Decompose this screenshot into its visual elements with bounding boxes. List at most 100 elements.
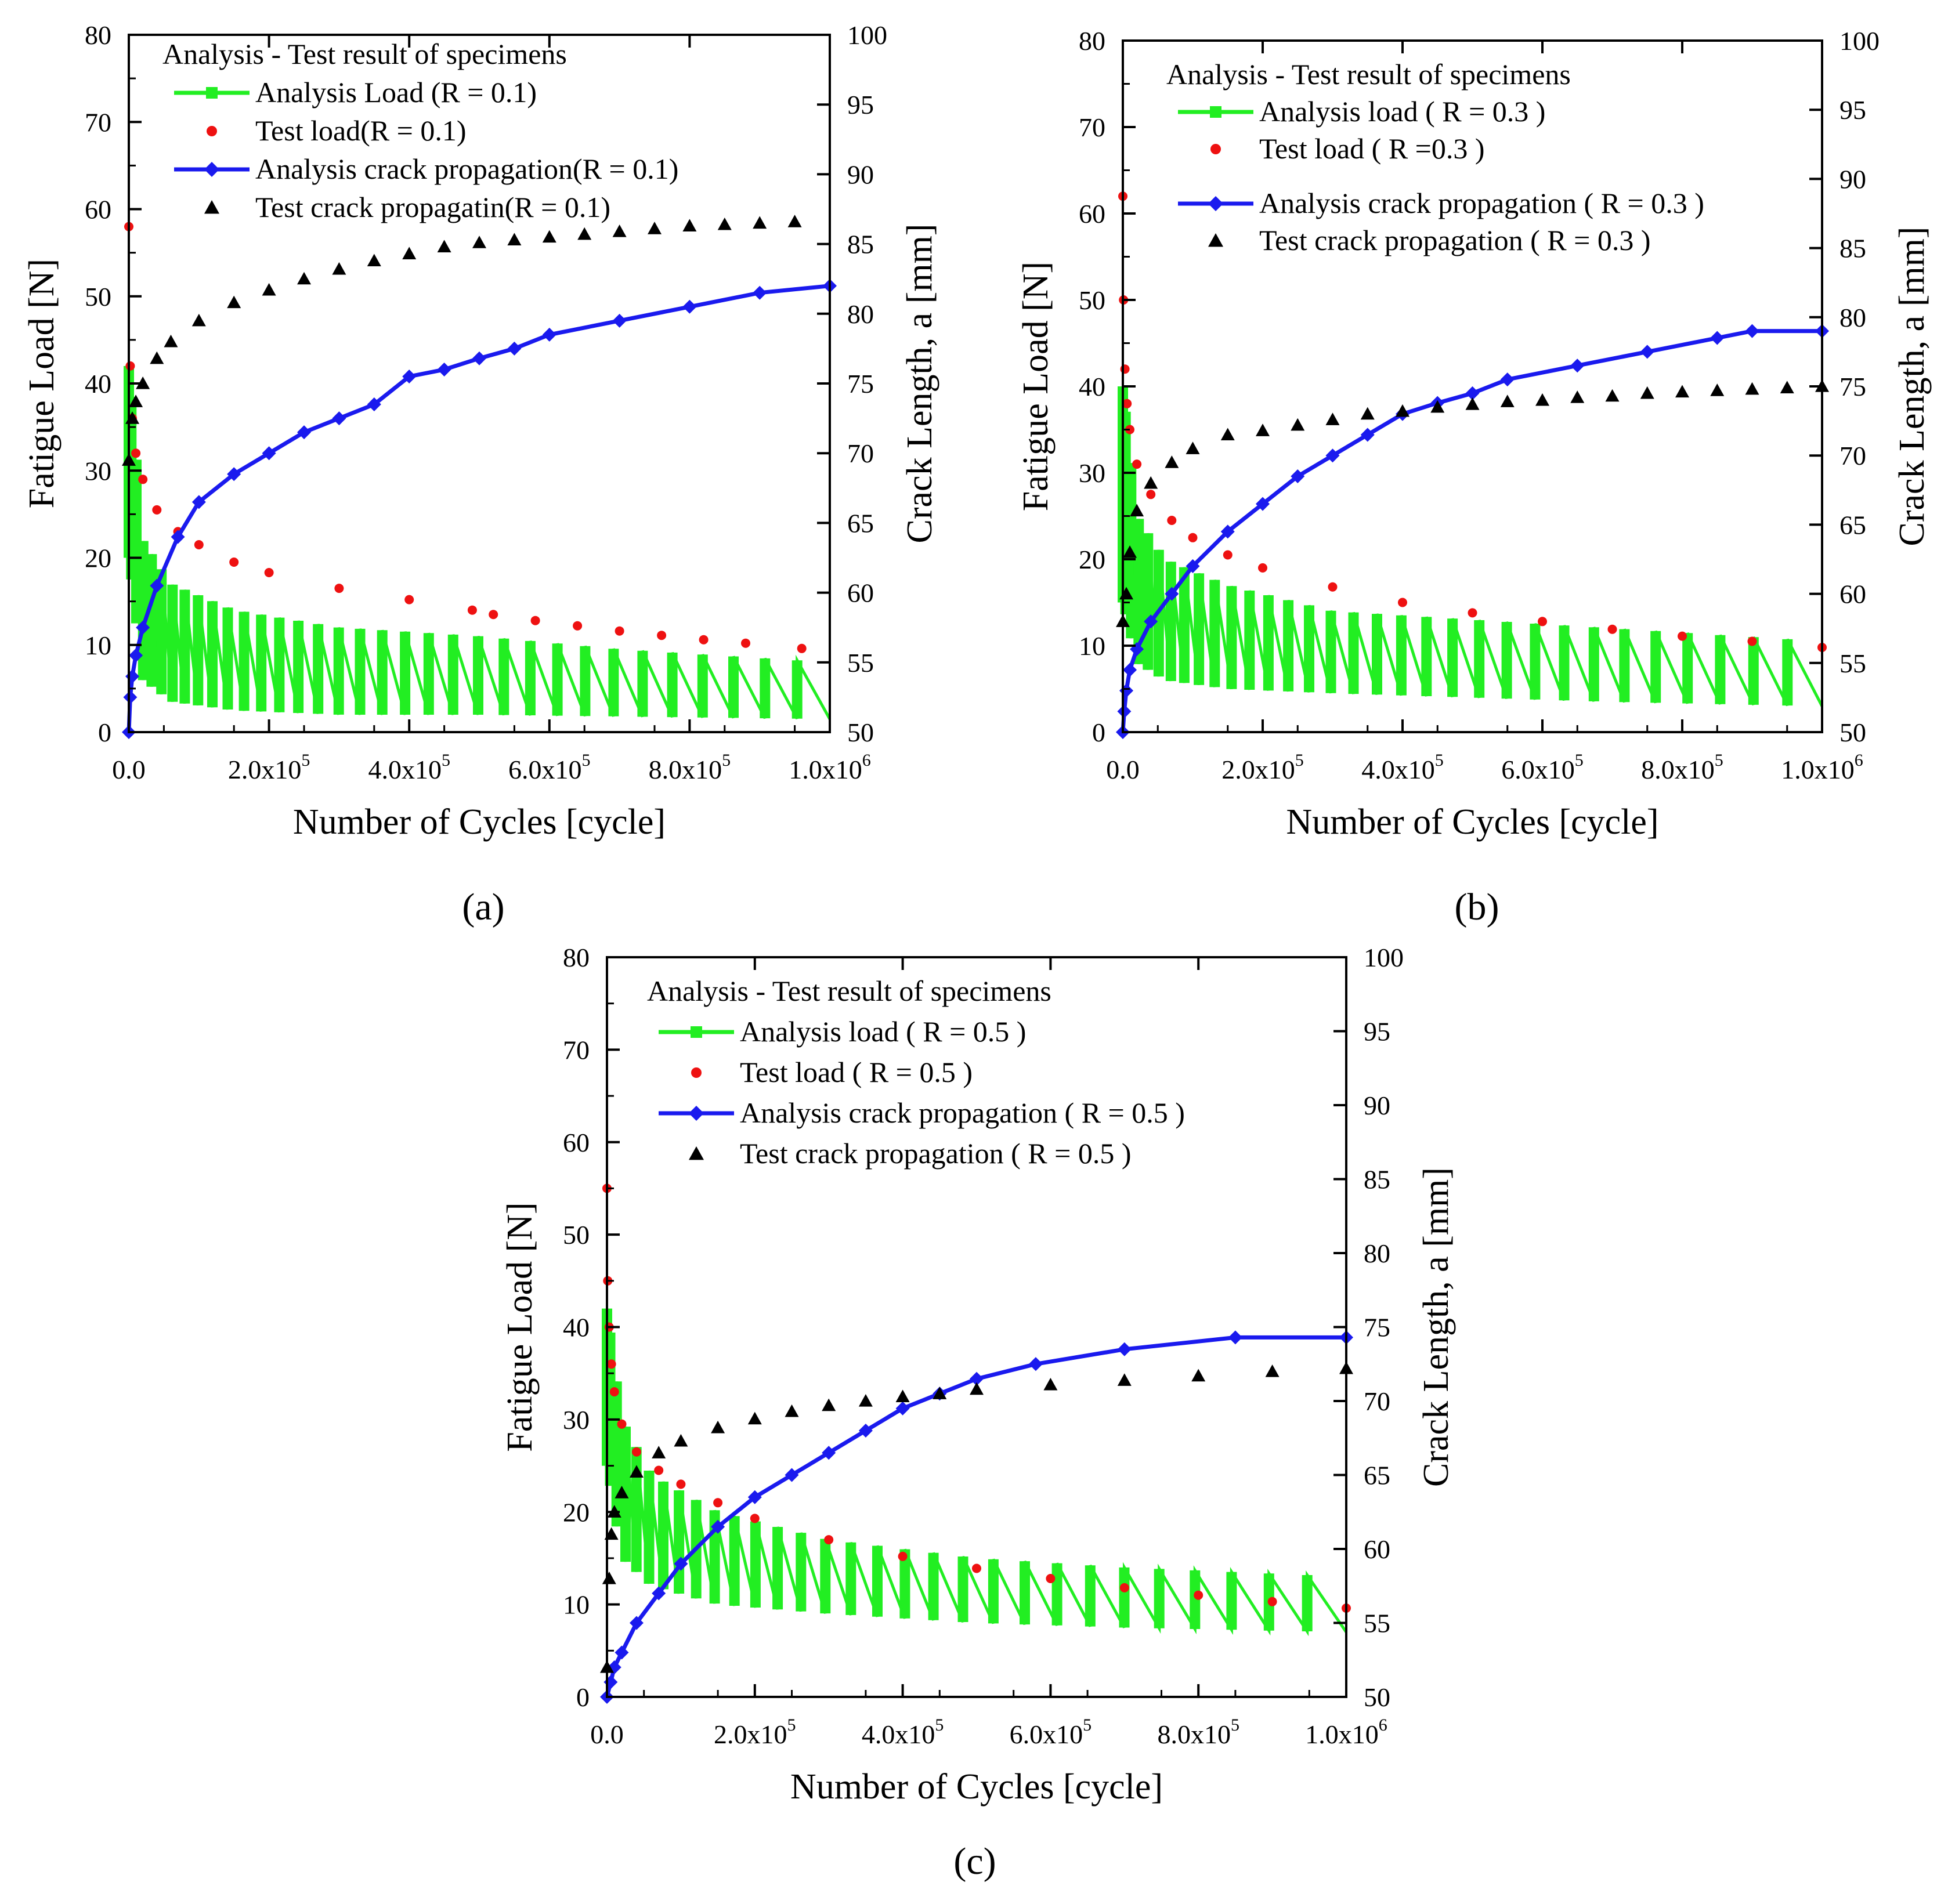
series-analysis-load [602, 1308, 1348, 1637]
x-tick-label: 8.0x105 [1157, 1715, 1239, 1749]
legend-symbol-analysis-crack [174, 162, 250, 177]
y-tick-label-right: 100 [847, 20, 887, 50]
test-crack-point [150, 351, 164, 364]
legend: Analysis - Test result of specimens Anal… [647, 975, 1185, 1170]
test-load-point [699, 635, 709, 645]
test-load-point [334, 584, 344, 593]
test-crack-point [1605, 389, 1620, 402]
y-axis-label-left: Fatigue Load [N] [500, 1202, 540, 1451]
y-tick-label-left: 10 [85, 631, 111, 660]
test-load-point [824, 1535, 834, 1545]
x-tick-label: 1.0x106 [1781, 751, 1863, 784]
analysis-crack-point [1256, 497, 1270, 511]
y-tick-label-left: 60 [1079, 199, 1105, 229]
test-crack-point [1165, 455, 1179, 468]
test-load-point [750, 1514, 760, 1523]
analysis-crack-point [191, 495, 206, 509]
y-tick-label-left: 0 [98, 718, 111, 747]
test-load-point [615, 626, 624, 636]
test-crack-point [747, 1411, 762, 1425]
test-crack-point [1570, 390, 1585, 403]
analysis-crack-line [1121, 329, 1822, 733]
x-tick-exponent: 6 [1379, 1715, 1387, 1735]
analysis-crack-point [1745, 324, 1759, 338]
analysis-crack-point [711, 1519, 725, 1534]
analysis-crack-point [297, 425, 311, 440]
legend-item-analysis-crack: Analysis crack propagation(R = 0.1) [255, 153, 678, 185]
test-load-point [1194, 1590, 1204, 1600]
test-crack-point [1325, 412, 1340, 425]
axes-layer: 0.0 2.0x105 4.0x105 6.0x105 8.0x105 1.0x106 0 1… [85, 20, 887, 784]
test-crack-point [1043, 1377, 1058, 1391]
test-crack-point [615, 1486, 629, 1498]
analysis-crack-point [542, 327, 556, 342]
legend-symbol-test-load [1210, 144, 1221, 154]
analysis-crack-point [682, 299, 697, 314]
y-tick-label-right: 70 [1364, 1387, 1390, 1416]
legend-symbol-test-crack [1208, 233, 1223, 247]
y-tick-label-right: 90 [847, 160, 874, 189]
y-tick-label-right: 60 [1839, 580, 1866, 609]
legend-marker [689, 1106, 704, 1121]
test-load-point [1328, 582, 1338, 592]
test-crack-point [297, 272, 311, 285]
analysis-crack-point [629, 1616, 644, 1630]
x-tick-exponent: 5 [935, 1715, 944, 1735]
analysis-crack-point [652, 1586, 666, 1601]
test-load-point [489, 610, 498, 620]
x-tick-label: 0.0 [1106, 755, 1140, 784]
x-tick-label: 0.0 [590, 1720, 624, 1749]
x-tick-label: 8.0x105 [649, 751, 731, 784]
legend-item-analysis-load: Analysis load ( R = 0.5 ) [740, 1015, 1026, 1048]
y-tick-label-right: 95 [847, 90, 874, 120]
legend-marker [689, 1146, 704, 1160]
test-crack-point [1465, 397, 1480, 410]
test-crack-point [1123, 545, 1137, 558]
y-tick-label-left: 80 [563, 943, 590, 972]
x-tick-exponent: 5 [722, 751, 731, 770]
test-load-point [1267, 1597, 1277, 1606]
plot-layer [1116, 191, 1829, 739]
x-tick-label: 6.0x105 [508, 751, 591, 784]
analysis-crack-point [1325, 448, 1340, 463]
analysis-crack-point [1165, 587, 1179, 601]
y-tick-label-right: 100 [1364, 943, 1404, 972]
analysis-crack-point [125, 669, 140, 683]
y-tick-label-left: 70 [563, 1035, 590, 1065]
y-tick-label-right: 75 [847, 369, 874, 399]
legend-item-test-load: Test load(R = 0.1) [255, 114, 467, 147]
test-load-point [1132, 459, 1142, 469]
analysis-crack-point [753, 285, 767, 300]
test-crack-point [682, 219, 697, 231]
analysis-crack-point [1291, 469, 1305, 483]
analysis-crack-point [603, 1675, 618, 1689]
x-tick-label: 4.0x105 [368, 751, 450, 784]
x-tick-label: 1.0x106 [789, 751, 871, 784]
test-crack-point [1265, 1364, 1280, 1377]
x-tick-exponent: 5 [1575, 751, 1584, 770]
y-tick-label-right: 95 [1364, 1017, 1390, 1047]
test-load-point [467, 605, 477, 615]
y-tick-label-right: 55 [1839, 649, 1866, 678]
test-crack-point [472, 236, 486, 248]
y-tick-label-left: 40 [1079, 372, 1105, 401]
plot-frame [128, 34, 831, 733]
analysis-crack-point [1186, 559, 1200, 573]
series-test-crack [122, 215, 802, 466]
test-crack-point [1396, 404, 1410, 417]
analysis-load-line [605, 1308, 1348, 1637]
test-crack-point [858, 1394, 873, 1407]
test-load-point [657, 631, 667, 640]
legend-symbol-analysis-crack [1178, 196, 1253, 211]
y-tick-label-left: 30 [563, 1405, 590, 1435]
x-tick-exponent: 5 [1295, 751, 1304, 770]
test-crack-point [136, 377, 150, 389]
analysis-crack-point [171, 530, 185, 544]
test-crack-point [1291, 418, 1305, 431]
test-crack-point [577, 227, 592, 240]
test-load-point [264, 568, 274, 577]
analysis-crack-point [507, 341, 522, 356]
test-load-point [1607, 624, 1617, 634]
legend-marker [691, 1067, 702, 1078]
analysis-crack-point [150, 578, 164, 593]
